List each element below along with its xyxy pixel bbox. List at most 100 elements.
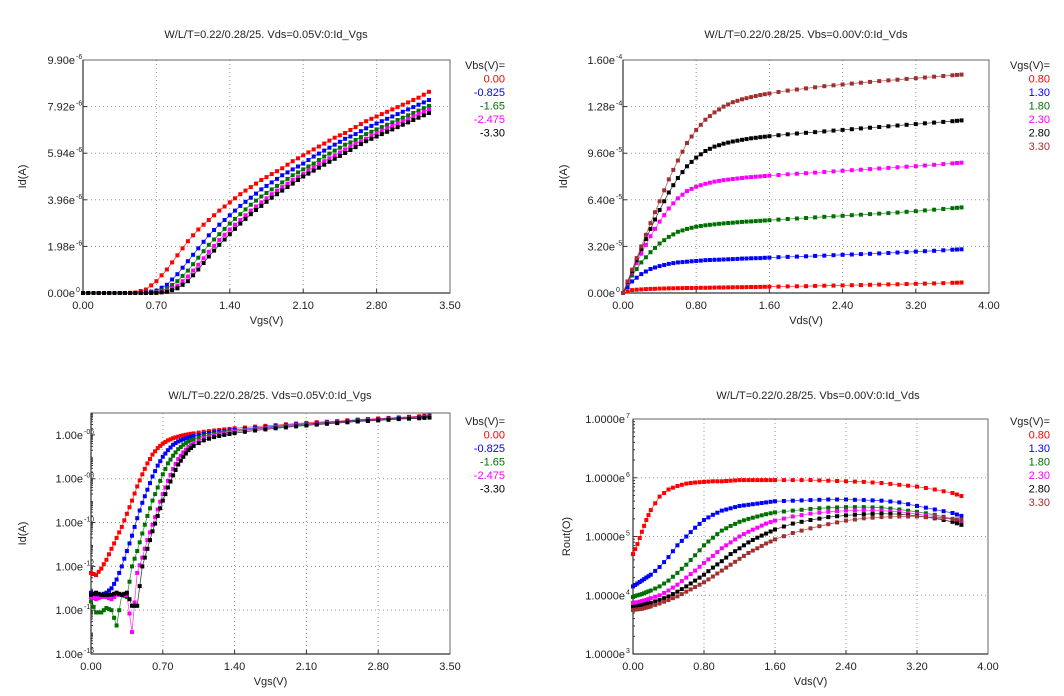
data-point bbox=[643, 287, 648, 292]
data-point bbox=[180, 279, 185, 284]
data-point bbox=[311, 161, 316, 166]
data-point bbox=[130, 603, 134, 608]
data-point bbox=[119, 524, 124, 529]
data-point bbox=[707, 180, 712, 185]
data-point bbox=[877, 79, 882, 84]
data-point bbox=[835, 497, 840, 502]
data-point bbox=[142, 546, 147, 551]
data-point bbox=[411, 114, 416, 119]
data-point bbox=[730, 220, 735, 225]
data-point bbox=[254, 208, 258, 212]
data-point bbox=[657, 286, 662, 291]
data-point bbox=[337, 153, 342, 158]
x-tick-label: 1.40 bbox=[219, 300, 240, 312]
legend-entry: 0.00 bbox=[484, 430, 505, 442]
data-point bbox=[671, 183, 676, 188]
data-point bbox=[163, 492, 168, 497]
data-point bbox=[781, 478, 786, 483]
data-point bbox=[243, 207, 248, 212]
data-point bbox=[89, 599, 93, 604]
data-point bbox=[666, 598, 671, 602]
data-point bbox=[411, 118, 416, 122]
data-point bbox=[416, 112, 421, 117]
data-point bbox=[688, 530, 693, 535]
data-point bbox=[657, 584, 662, 589]
data-point bbox=[932, 74, 937, 79]
data-point bbox=[879, 515, 884, 520]
data-point bbox=[689, 225, 694, 230]
data-point bbox=[670, 549, 675, 554]
data-point bbox=[168, 457, 173, 462]
data-point bbox=[897, 512, 902, 517]
data-point bbox=[133, 291, 138, 295]
data-point bbox=[94, 597, 99, 602]
data-point bbox=[861, 505, 866, 510]
data-point bbox=[180, 265, 185, 270]
data-point bbox=[717, 257, 722, 262]
data-point bbox=[744, 175, 749, 180]
data-point bbox=[721, 257, 726, 262]
data-point bbox=[153, 521, 158, 526]
data-point bbox=[955, 118, 959, 123]
data-point bbox=[369, 133, 374, 138]
data-point bbox=[755, 525, 760, 530]
data-point bbox=[680, 149, 685, 154]
data-point bbox=[385, 116, 390, 121]
data-point bbox=[712, 179, 717, 184]
data-point bbox=[703, 117, 708, 122]
data-point bbox=[150, 452, 155, 457]
data-point bbox=[688, 481, 693, 485]
data-point bbox=[648, 588, 653, 593]
data-point bbox=[707, 146, 712, 151]
legend-entry: 2.30 bbox=[1029, 114, 1050, 126]
legend-entry: 0.80 bbox=[1029, 430, 1050, 442]
data-point bbox=[799, 507, 804, 512]
data-point bbox=[721, 178, 726, 183]
data-point bbox=[411, 98, 416, 102]
data-point bbox=[140, 531, 145, 536]
data-point bbox=[196, 255, 201, 260]
data-point bbox=[630, 288, 635, 293]
chart-title: W/L/T=0.22/0.28/25. Vds=0.05V:0:Id_Vgs bbox=[164, 29, 368, 41]
data-point bbox=[913, 209, 918, 214]
data-point bbox=[852, 512, 857, 517]
data-point bbox=[175, 283, 180, 288]
data-point bbox=[114, 623, 119, 628]
data-point bbox=[186, 435, 191, 440]
data-point bbox=[99, 592, 104, 597]
data-point bbox=[715, 550, 720, 555]
data-point bbox=[212, 435, 217, 440]
data-point bbox=[137, 508, 142, 513]
data-point bbox=[794, 216, 799, 221]
data-point bbox=[348, 140, 353, 145]
data-point bbox=[311, 168, 316, 173]
data-point bbox=[648, 234, 653, 239]
data-point bbox=[217, 232, 222, 237]
data-point bbox=[109, 597, 114, 602]
data-point bbox=[233, 222, 237, 227]
data-point bbox=[694, 155, 699, 160]
x-tick-label: 2.10 bbox=[296, 661, 317, 673]
data-point bbox=[642, 602, 647, 607]
data-point bbox=[904, 76, 909, 81]
data-point bbox=[201, 434, 206, 438]
data-point bbox=[132, 556, 137, 561]
data-point bbox=[861, 508, 866, 513]
data-point bbox=[781, 499, 786, 503]
data-point bbox=[759, 533, 764, 538]
data-point bbox=[148, 538, 152, 543]
data-point bbox=[749, 136, 754, 141]
data-point bbox=[950, 491, 955, 495]
x-tick-label: 0.80 bbox=[685, 300, 706, 312]
y-tick-exponent: -4 bbox=[616, 54, 622, 61]
y-tick-label: 1.60e bbox=[587, 55, 615, 67]
legend-entry: 3.30 bbox=[1029, 141, 1050, 153]
series-3.30 bbox=[631, 514, 964, 612]
data-point bbox=[639, 603, 644, 608]
y-tick-exponent: 0 bbox=[616, 287, 620, 294]
data-point bbox=[835, 520, 840, 525]
data-point bbox=[915, 484, 919, 489]
data-point bbox=[395, 112, 400, 117]
data-point bbox=[635, 542, 640, 547]
data-point bbox=[759, 543, 764, 548]
